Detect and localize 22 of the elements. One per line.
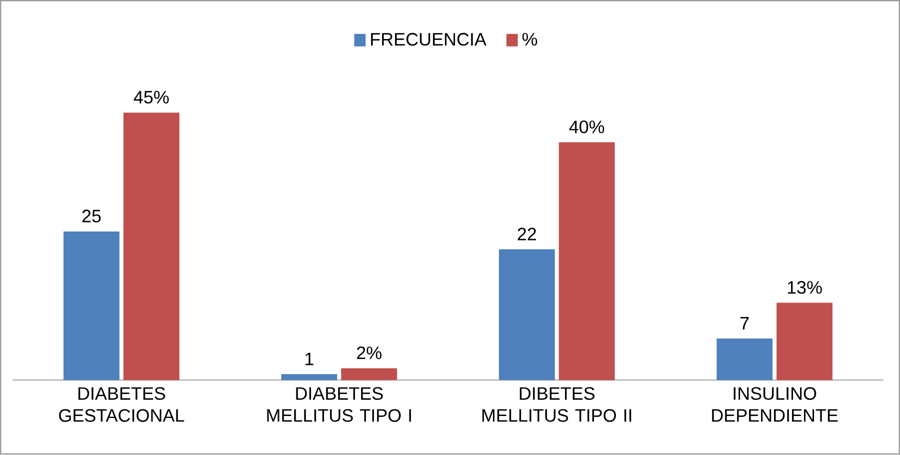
bar [64, 232, 120, 380]
x-tick-label: DIABETES GESTACIONAL [59, 387, 184, 422]
bar [776, 303, 832, 380]
bar [498, 250, 555, 380]
data-label: 7 [740, 317, 749, 330]
x-tick-label: DIABETES MELLITUS TIPO I [267, 387, 411, 422]
data-label: 45% [134, 91, 169, 104]
bar [716, 338, 773, 380]
data-label: 25 [82, 210, 101, 223]
data-label: 2% [357, 346, 382, 360]
x-tick-label: INSULINO DEPENDIENTE [712, 387, 838, 422]
bar [281, 374, 338, 380]
data-label: 40% [569, 120, 604, 134]
legend-label: % [522, 33, 538, 46]
data-label: 13% [788, 281, 822, 294]
legend-label: FRECUENCIA [371, 33, 486, 46]
bar [558, 142, 615, 380]
data-label: 22 [518, 228, 536, 240]
bar [341, 368, 398, 380]
bar [123, 112, 180, 380]
x-tick-label: DIBETES MELLITUS TIPO II [482, 387, 632, 422]
data-label: 1 [306, 352, 314, 366]
